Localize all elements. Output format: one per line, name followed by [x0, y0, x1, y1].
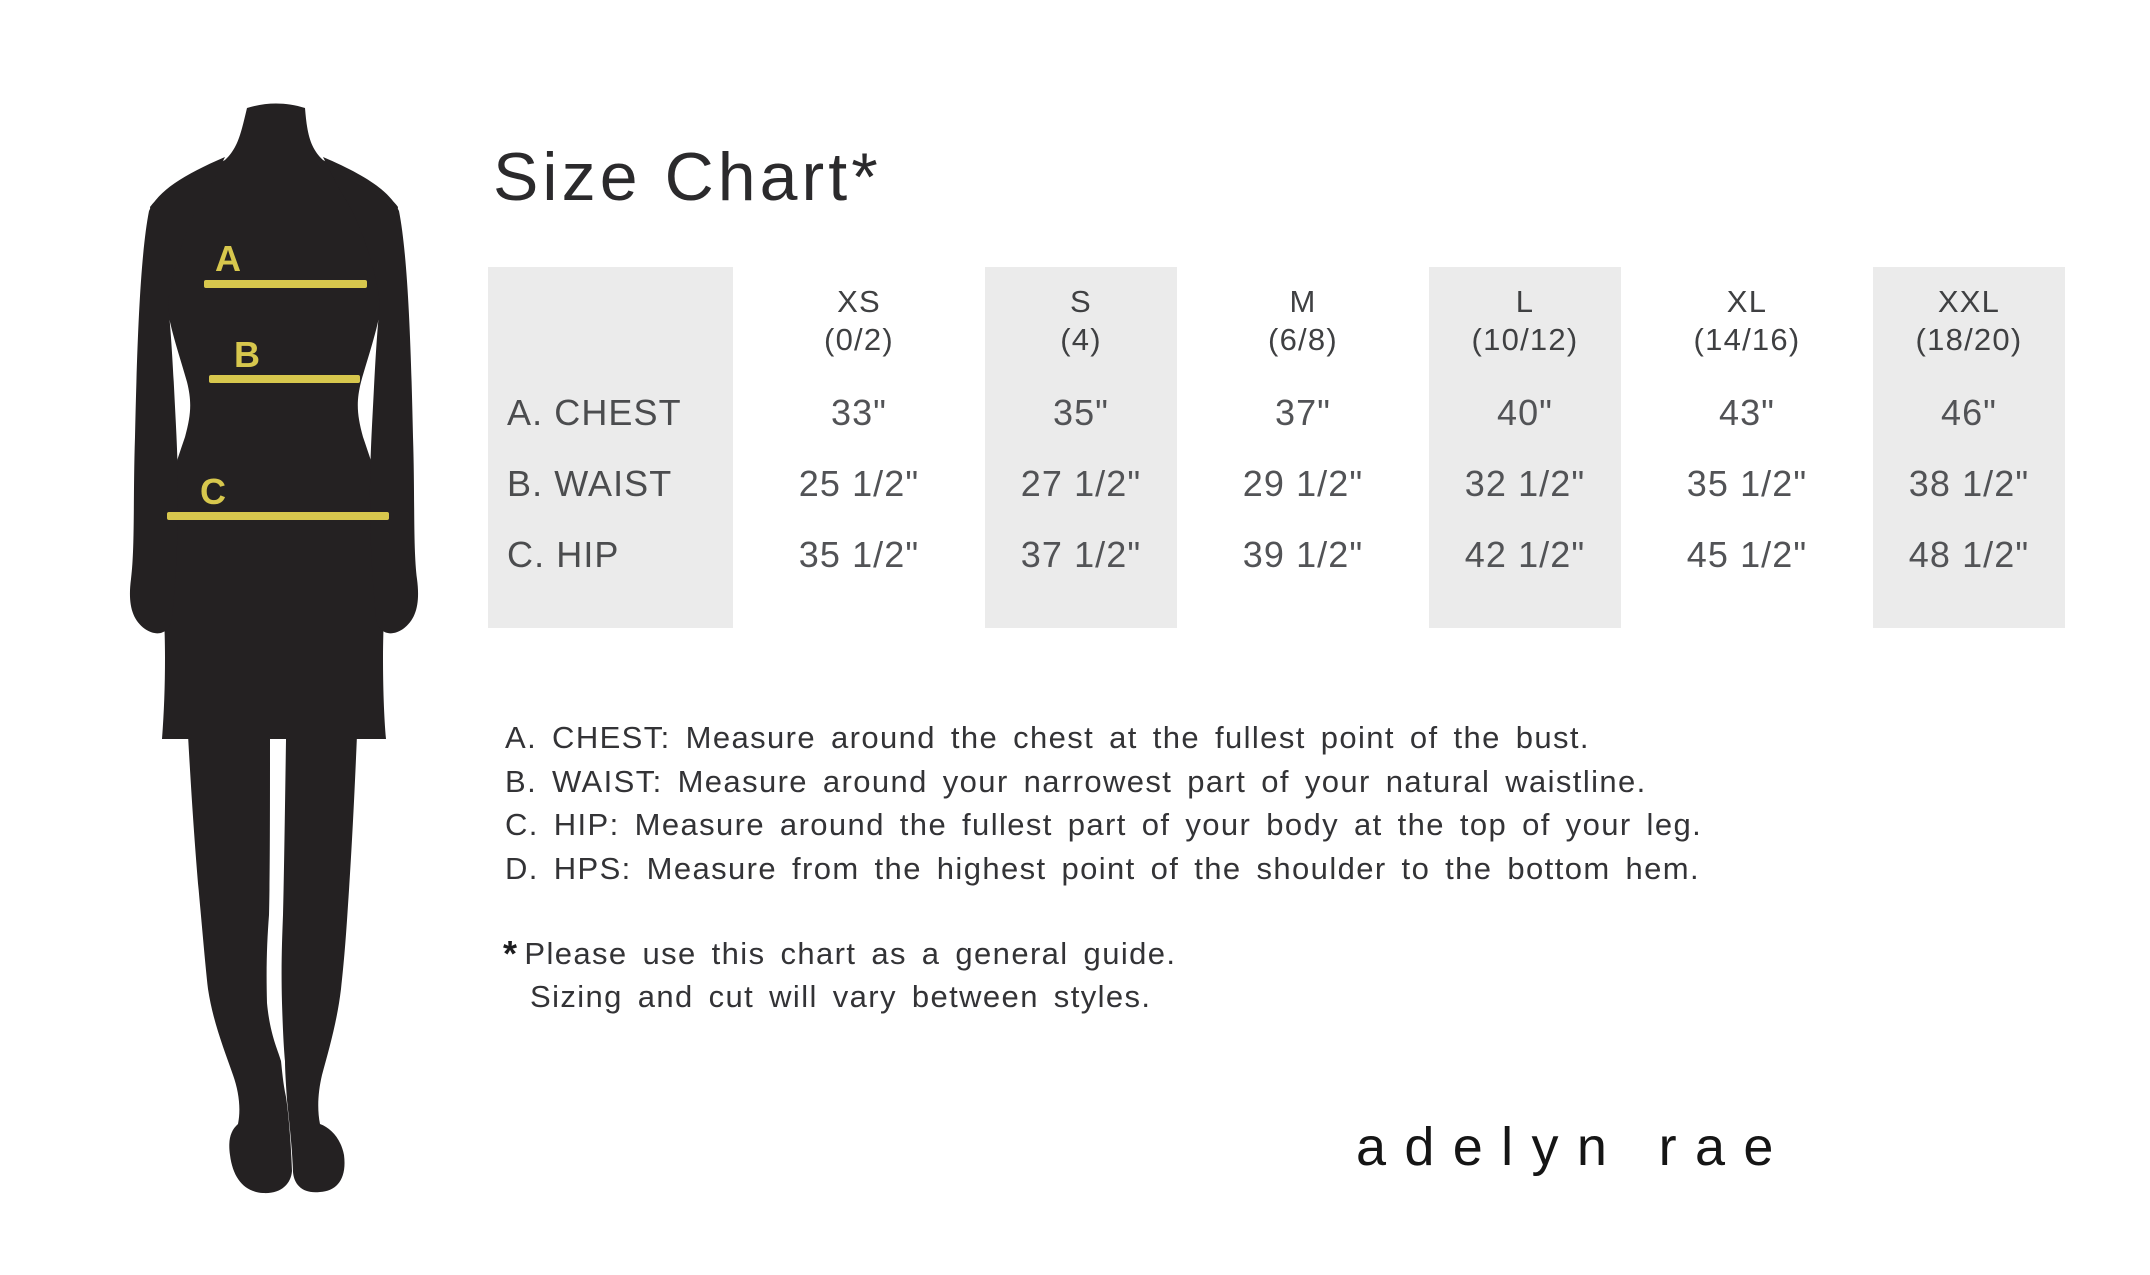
size-value: 48 1/2"	[1908, 533, 2030, 575]
size-header: S (4)	[985, 267, 1177, 377]
silhouette-left-leg	[188, 735, 292, 1194]
instruction-line: D. HPS: Measure from the highest point o…	[505, 850, 1701, 886]
size-header: XXL (18/20)	[1873, 267, 2065, 377]
size-value: 37"	[1274, 391, 1332, 433]
size-range: (6/8)	[1268, 322, 1338, 357]
row-label: A. CHEST	[507, 391, 682, 433]
size-range: (10/12)	[1471, 322, 1579, 357]
size-range: (0/2)	[824, 322, 894, 357]
size-header: M (6/8)	[1207, 267, 1399, 377]
waist-measure-line	[209, 375, 360, 383]
hip-measure-line	[167, 512, 389, 520]
column-row-labels: A. CHEST B. WAIST C. HIP	[488, 267, 733, 628]
instruction-line: C. HIP: Measure around the fullest part …	[505, 807, 1703, 842]
size-value: 39 1/2"	[1242, 533, 1364, 575]
size-value: 42 1/2"	[1464, 533, 1586, 575]
row-label: B. WAIST	[507, 462, 673, 504]
silhouette-left-arm	[129, 157, 225, 634]
size-value: 35 1/2"	[798, 533, 920, 575]
measurement-figure: A B C	[82, 95, 432, 1205]
footnote-line1: * Please use this chart as a general guid…	[503, 933, 1176, 975]
instruction-line: A. CHEST: Measure around the chest at th…	[505, 720, 1590, 755]
column-size-l: L (10/12) 40" 32 1/2" 42 1/2"	[1429, 267, 1621, 628]
size-value: 35"	[1052, 391, 1110, 433]
female-silhouette-svg: A B C	[129, 103, 419, 1194]
size-name: XL	[1726, 284, 1768, 319]
silhouette-right-arm	[323, 157, 419, 634]
footnote-line1-text: Please use this chart as a general guide…	[524, 936, 1177, 971]
asterisk-mark: *	[503, 933, 519, 974]
size-name: L	[1515, 284, 1535, 319]
column-size-xxl: XXL (18/20) 46" 38 1/2" 48 1/2"	[1873, 267, 2065, 628]
silhouette-torso	[150, 103, 398, 739]
silhouette-right-leg	[281, 735, 357, 1193]
size-value: 25 1/2"	[798, 462, 920, 504]
size-value: 40"	[1496, 391, 1554, 433]
corner-cell	[488, 267, 733, 377]
size-value: 38 1/2"	[1908, 462, 2030, 504]
brand-logo: adelyn rae	[1356, 1117, 1792, 1177]
page-title: Size Chart*	[493, 139, 882, 215]
size-range: (14/16)	[1693, 322, 1801, 357]
size-value: 46"	[1940, 391, 1998, 433]
column-size-xl: XL (14/16) 43" 35 1/2" 45 1/2"	[1651, 267, 1843, 628]
hip-label: C	[200, 471, 226, 512]
size-value: 29 1/2"	[1242, 462, 1364, 504]
size-value: 43"	[1718, 391, 1776, 433]
size-name: S	[1070, 284, 1092, 319]
footnote: * Please use this chart as a general guid…	[503, 933, 1176, 1018]
size-value: 33"	[830, 391, 888, 433]
size-range: (18/20)	[1915, 322, 2023, 357]
column-size-m: M (6/8) 37" 29 1/2" 39 1/2"	[1207, 267, 1399, 628]
row-label: C. HIP	[507, 533, 620, 575]
size-value: 32 1/2"	[1464, 462, 1586, 504]
size-range: (4)	[1060, 322, 1102, 357]
column-size-xs: XS (0/2) 33" 25 1/2" 35 1/2"	[763, 267, 955, 628]
size-name: XXL	[1937, 284, 2001, 319]
size-header: XS (0/2)	[763, 267, 955, 377]
size-table: A. CHEST B. WAIST C. HIP XS (0/2) 33" 25 1/2" 3…	[488, 267, 2065, 628]
chest-label: A	[215, 238, 241, 279]
column-size-s: S (4) 35" 27 1/2" 37 1/2"	[985, 267, 1177, 628]
footnote-line2: Sizing and cut will vary between styles.	[530, 979, 1152, 1014]
size-value: 37 1/2"	[1020, 533, 1142, 575]
size-value: 35 1/2"	[1686, 462, 1808, 504]
waist-label: B	[234, 334, 260, 375]
size-value: 27 1/2"	[1020, 462, 1142, 504]
size-header: XL (14/16)	[1651, 267, 1843, 377]
size-header: L (10/12)	[1429, 267, 1621, 377]
measuring-instructions: A. CHEST: Measure around the chest at th…	[505, 716, 1702, 890]
size-name: M	[1289, 284, 1317, 319]
chest-measure-line	[204, 280, 367, 288]
size-name: XS	[837, 284, 881, 319]
instruction-line: B. WAIST: Measure around your narrowest …	[505, 763, 1647, 799]
size-value: 45 1/2"	[1686, 533, 1808, 575]
